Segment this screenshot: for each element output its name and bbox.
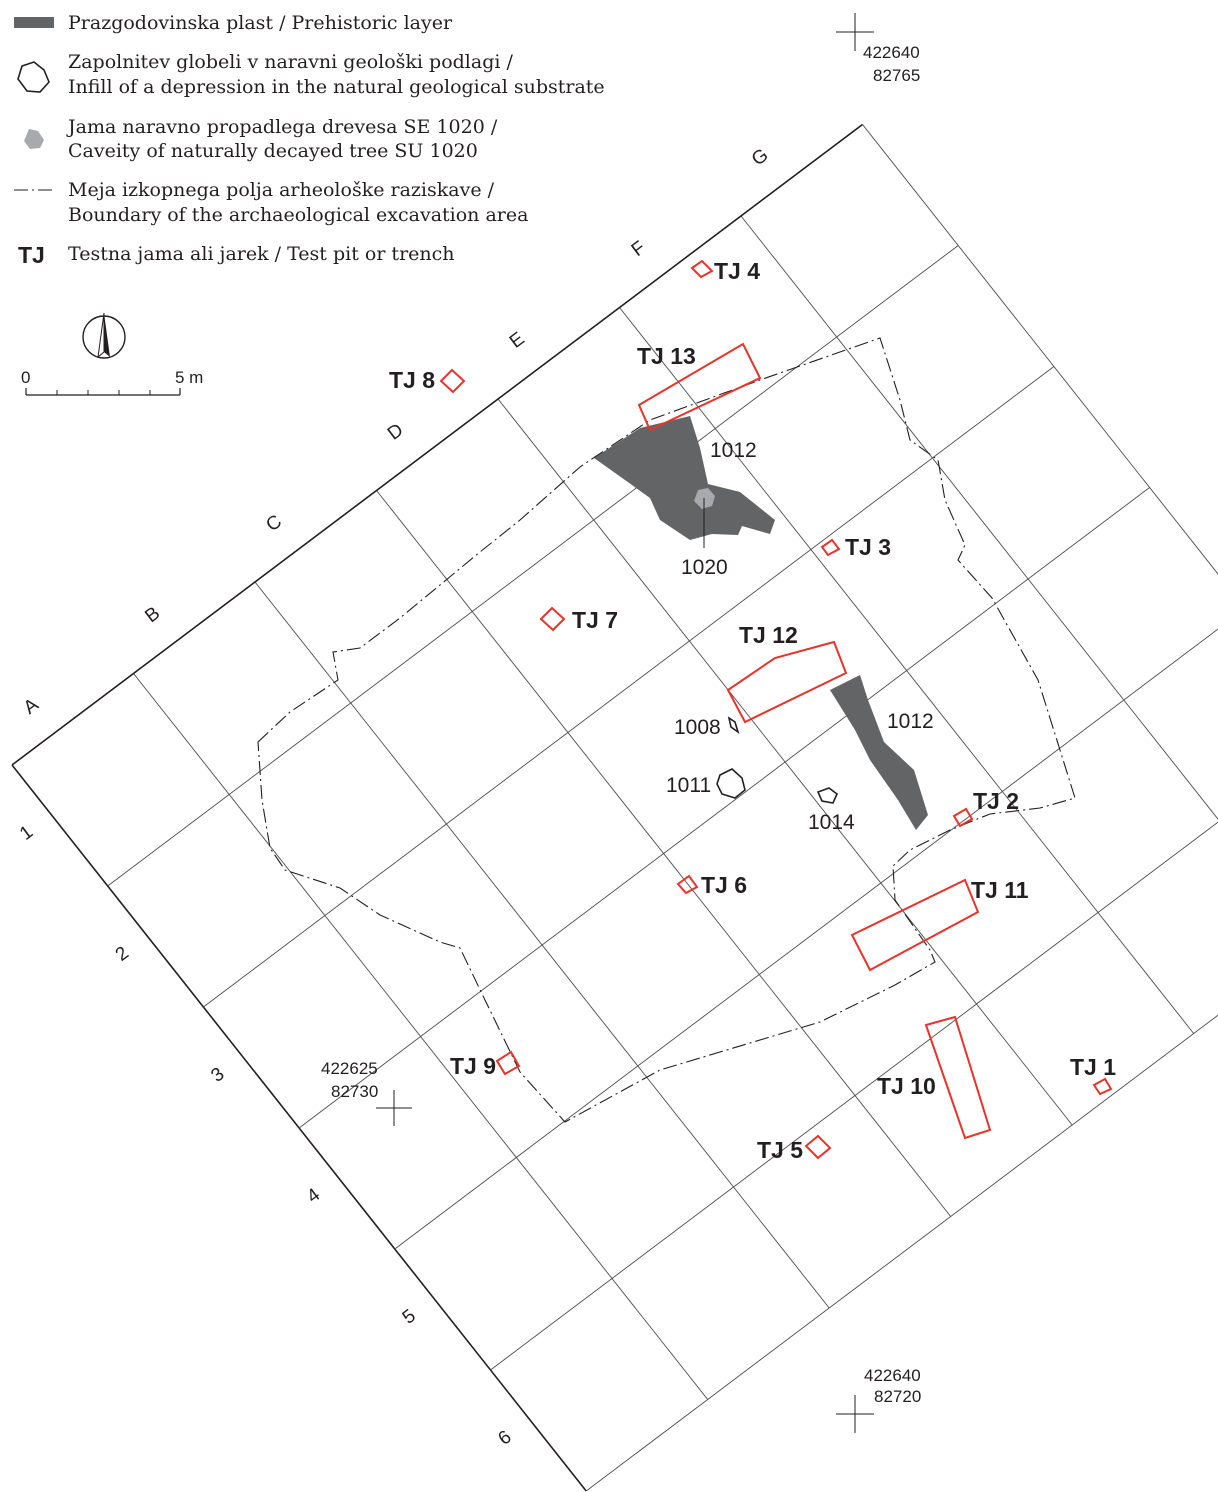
infill-1011 xyxy=(716,768,746,799)
coord-north: 82720 xyxy=(874,1387,921,1406)
test-pit-12 xyxy=(726,640,848,724)
prehistoric-layer-north xyxy=(594,416,775,540)
coord-north: 82765 xyxy=(873,66,920,85)
prehistoric-layer-swatch xyxy=(14,17,54,28)
test-pit-label: TJ 2 xyxy=(973,788,1019,814)
grid-row-label: 1 xyxy=(16,822,37,845)
coordinate-marker-se: 422640 82720 xyxy=(836,1366,921,1433)
grid-column-label: B xyxy=(141,603,164,627)
coordinate-marker-sw: 422625 82730 xyxy=(321,1059,412,1126)
scale-end-label: 5 m xyxy=(175,368,203,387)
test-pit-label: TJ 12 xyxy=(739,622,798,648)
grid-column-label: C xyxy=(262,511,286,536)
feature-label-1008: 1008 xyxy=(674,716,721,739)
legend-infill-line1: Zapolnitev globeli v naravni geološki po… xyxy=(68,51,513,73)
grid-labels: A B C D E F G 1 2 3 4 5 6 xyxy=(16,145,772,1450)
coord-north: 82730 xyxy=(331,1082,378,1101)
test-pit-label: TJ 3 xyxy=(845,534,891,560)
test-pit-2 xyxy=(952,807,974,828)
feature-label-1012-south: 1012 xyxy=(887,710,934,733)
legend-boundary-line1: Meja izkopnega polja arheološke raziskav… xyxy=(68,179,495,201)
test-pit-label: TJ 1 xyxy=(1070,1054,1116,1080)
feature-label-1020: 1020 xyxy=(681,556,728,579)
infill-symbol-icon xyxy=(17,61,50,93)
test-pit-11 xyxy=(850,878,980,972)
scale-start-label: 0 xyxy=(21,368,30,387)
grid-row-label: 2 xyxy=(112,943,133,966)
test-pit-label: TJ 11 xyxy=(971,877,1029,903)
legend-tree-line2: Caveity of naturally decayed tree SU 102… xyxy=(68,140,478,162)
coord-east: 422640 xyxy=(863,43,920,62)
grid-column-label: G xyxy=(748,145,772,171)
grid-line xyxy=(203,366,1055,1008)
grid-line xyxy=(585,1014,1218,1492)
feature-label-1014: 1014 xyxy=(808,811,855,834)
infill-1008 xyxy=(727,716,740,735)
grid-column-label: F xyxy=(628,237,650,261)
feature-label-1011: 1011 xyxy=(666,774,711,797)
grid-line xyxy=(11,123,863,766)
coordinate-marker-ne: 422640 82765 xyxy=(836,13,920,85)
test-pit-label: TJ 7 xyxy=(572,607,618,633)
test-pit-label: TJ 8 xyxy=(389,367,435,393)
legend-boundary-line2: Boundary of the archaeological excavatio… xyxy=(68,204,528,226)
grid-column-label: A xyxy=(20,694,43,719)
legend-tree-line1: Jama naravno propadlega drevesa SE 1020 … xyxy=(66,116,498,138)
grid-row-label: 6 xyxy=(494,1427,515,1450)
feature-labels: 1012 1020 1012 1008 1011 1014 xyxy=(666,439,934,834)
grid-column-label: D xyxy=(384,420,408,445)
coord-east: 422625 xyxy=(321,1059,378,1078)
test-pit-label: TJ 9 xyxy=(450,1053,496,1079)
legend: Prazgodovinska plast / Prehistoric layer… xyxy=(14,12,605,268)
test-pit-6 xyxy=(676,874,699,895)
test-pits xyxy=(439,259,1113,1160)
legend-tj-label: Testna jama ali jarek / Test pit or tren… xyxy=(68,243,455,265)
grid-row-label: 3 xyxy=(207,1064,228,1087)
test-pit-label: TJ 6 xyxy=(701,872,747,898)
test-pit-labels: TJ 1 TJ 2 TJ 3 TJ 4 TJ 5 TJ 6 TJ 7 TJ 8 … xyxy=(389,258,1116,1163)
excavation-boundary xyxy=(257,337,1076,1123)
test-pit-7 xyxy=(539,606,566,632)
grid-row-label: 4 xyxy=(303,1184,324,1207)
test-pit-8 xyxy=(439,368,466,394)
test-pit-13 xyxy=(637,342,762,432)
prehistoric-layer-south xyxy=(830,675,928,830)
legend-tj-symbol: TJ xyxy=(18,242,45,268)
test-pit-10 xyxy=(924,1015,992,1140)
legend-prehistoric-label: Prazgodovinska plast / Prehistoric layer xyxy=(68,12,453,34)
test-pit-9 xyxy=(495,1050,521,1076)
excavation-grid xyxy=(11,123,1218,1492)
grid-line xyxy=(107,245,959,887)
grid-column-label: E xyxy=(506,328,529,352)
grid-line xyxy=(862,124,1218,575)
grid-row-label: 5 xyxy=(399,1306,420,1329)
grid-line xyxy=(490,821,1218,1371)
test-pit-5 xyxy=(804,1134,832,1160)
north-arrow-icon xyxy=(82,312,126,359)
test-pit-label: TJ 13 xyxy=(637,343,696,369)
test-pit-3 xyxy=(820,538,841,557)
legend-infill-line2: Infill of a depression in the natural ge… xyxy=(68,76,605,98)
test-pit-4 xyxy=(690,259,714,279)
prehistoric-layer-areas xyxy=(594,416,928,830)
scale-bar: 0 5 m xyxy=(21,368,203,396)
test-pit-label: TJ 4 xyxy=(714,258,760,284)
infill-1014 xyxy=(816,787,838,804)
feature-label-1012-north: 1012 xyxy=(710,439,757,462)
test-pit-1 xyxy=(1092,1077,1113,1096)
tree-cavity-symbol-icon xyxy=(24,129,44,149)
grid-line xyxy=(298,487,1150,1129)
test-pit-label: TJ 5 xyxy=(757,1137,803,1163)
grid-line xyxy=(394,628,1218,1250)
coord-east: 422640 xyxy=(864,1366,921,1385)
test-pit-label: TJ 10 xyxy=(877,1073,936,1099)
